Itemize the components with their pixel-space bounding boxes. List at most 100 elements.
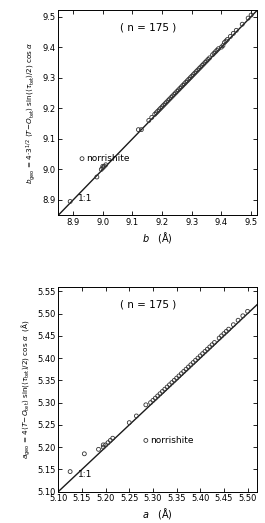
Point (156, 107, 160, 116)
Point (188, 74, 192, 82)
Point (182, 79, 187, 88)
Point (221, 41, 225, 50)
Text: norrishite: norrishite (151, 436, 194, 445)
Point (148, 399, 153, 407)
Point (224, 37, 228, 45)
Point (160, 388, 165, 396)
Point (156, 392, 160, 400)
Point (154, 109, 158, 117)
Point (157, 106, 161, 114)
Point (170, 92, 175, 100)
Point (173, 89, 178, 97)
Text: ( n = 175 ): ( n = 175 ) (120, 299, 176, 309)
Point (96, 445, 101, 453)
Point (196, 66, 200, 74)
Point (203, 58, 207, 66)
Point (210, 51, 215, 59)
Point (184, 78, 188, 86)
Y-axis label: $b_{\rm geo}$ = 4$\cdot$3$^{1/2}$ $\langle T\!-\!O_{\rm tet}\rangle$ sin($\langl: $b_{\rm geo}$ = 4$\cdot$3$^{1/2}$ $\lang… (24, 41, 38, 184)
Point (194, 67, 198, 76)
Point (225, 36, 229, 44)
Point (68, 197, 72, 206)
Point (228, 32, 232, 41)
Point (176, 86, 180, 94)
Point (161, 101, 166, 109)
Point (127, 418, 131, 427)
Point (217, 334, 221, 342)
Point (213, 48, 218, 56)
Point (222, 38, 227, 47)
Point (172, 90, 176, 99)
Point (165, 98, 169, 106)
Point (219, 43, 224, 51)
Point (241, 312, 245, 320)
Point (134, 412, 139, 420)
Point (144, 401, 148, 409)
Point (101, 162, 105, 170)
Point (205, 345, 210, 354)
Point (196, 354, 200, 362)
Y-axis label: $a_{\rm geo}$ = 4$\langle T\!-\!O_{\rm tet}\rangle$ sin($\langle\tau_{\rm tet}\r: $a_{\rm geo}$ = 4$\langle T\!-\!O_{\rm t… (19, 320, 33, 459)
Point (201, 349, 205, 358)
Point (245, 307, 250, 315)
Point (184, 365, 188, 373)
Point (189, 360, 193, 369)
Point (166, 96, 170, 105)
X-axis label: $b$   (Å): $b$ (Å) (142, 230, 173, 245)
Point (160, 103, 164, 111)
Point (240, 20, 244, 28)
Point (111, 434, 115, 442)
Point (205, 56, 209, 65)
Point (249, 11, 253, 19)
Point (101, 441, 105, 449)
Point (136, 126, 140, 134)
Point (202, 60, 206, 68)
Point (224, 327, 228, 336)
Point (222, 329, 226, 338)
Point (179, 369, 183, 378)
Point (236, 316, 240, 324)
Point (203, 347, 207, 356)
Point (101, 164, 105, 172)
Point (227, 325, 231, 333)
Text: ( n = 175 ): ( n = 175 ) (120, 22, 176, 33)
Point (102, 162, 107, 170)
Point (181, 81, 185, 89)
Point (246, 14, 250, 22)
Point (104, 161, 108, 169)
Point (234, 26, 238, 35)
Point (216, 44, 220, 53)
Point (212, 49, 216, 58)
Point (206, 55, 210, 63)
Point (198, 63, 203, 71)
Point (99, 165, 103, 174)
Text: 1:1: 1:1 (78, 470, 92, 480)
Point (177, 372, 181, 380)
Point (200, 61, 204, 70)
Point (198, 351, 202, 360)
Point (153, 110, 157, 119)
Text: 1:1: 1:1 (78, 194, 92, 203)
Point (179, 83, 184, 91)
Text: norrishite: norrishite (86, 154, 130, 163)
Point (167, 95, 172, 103)
Point (147, 116, 151, 124)
Point (178, 84, 182, 93)
Point (158, 390, 162, 398)
Point (207, 343, 212, 351)
Point (215, 46, 219, 54)
Point (151, 396, 155, 405)
Point (191, 71, 195, 79)
Point (169, 94, 173, 102)
Point (80, 154, 84, 163)
Point (104, 441, 108, 449)
Point (95, 173, 99, 181)
Point (101, 443, 105, 451)
Point (190, 72, 194, 81)
Point (158, 104, 163, 112)
Point (163, 385, 167, 393)
Point (106, 438, 110, 447)
Point (144, 436, 148, 445)
Point (207, 54, 212, 62)
Point (108, 436, 112, 445)
